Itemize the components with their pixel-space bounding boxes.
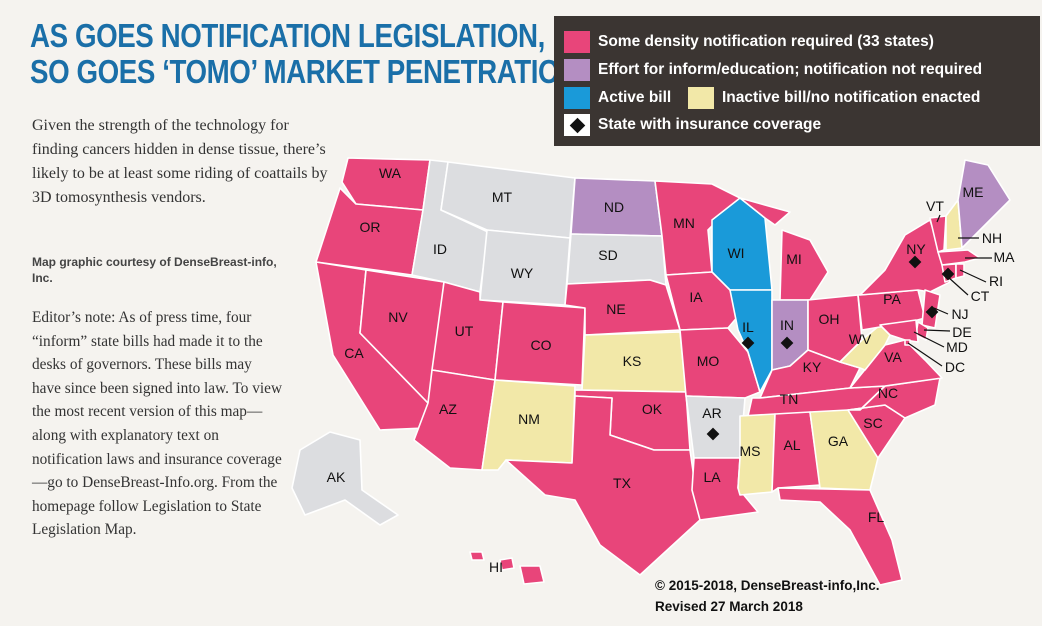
state-ga[interactable] [809, 409, 879, 491]
state-label-oh: OH [819, 311, 840, 327]
legend-item-active: Active bill [564, 87, 671, 109]
state-label-nh: NH [982, 230, 1002, 246]
state-label-nj: NJ [951, 306, 968, 322]
state-ne[interactable] [564, 279, 681, 336]
state-label-vt: VT [926, 198, 944, 214]
diamond-icon [564, 114, 590, 136]
state-label-az: AZ [439, 401, 457, 417]
state-label-id: ID [433, 241, 447, 257]
state-label-mo: MO [697, 353, 720, 369]
state-label-ak: AK [327, 469, 346, 485]
state-ak[interactable] [291, 431, 399, 526]
state-mi[interactable] [739, 197, 829, 301]
state-label-fl: FL [868, 509, 885, 525]
legend-label-active: Active bill [598, 89, 672, 106]
state-label-mt: MT [492, 189, 513, 205]
legend-item-inform: Effort for inform/education; notificatio… [564, 59, 982, 81]
legend-swatch-inform [564, 59, 590, 81]
state-label-wv: WV [849, 331, 872, 347]
legend-swatch-active [564, 87, 590, 109]
state-label-hi: HI [489, 559, 503, 575]
legend-item-inactive: Inactive bill/no notification enacted [688, 87, 980, 109]
state-label-mi: MI [786, 251, 802, 267]
state-tx[interactable] [505, 395, 701, 576]
legend-swatch-notification [564, 31, 590, 53]
state-label-tn: TN [780, 391, 799, 407]
legend-label-notification: Some density notification required (33 s… [598, 33, 934, 50]
state-label-ct: CT [971, 288, 990, 304]
state-vt[interactable] [929, 215, 947, 253]
legend-item-insurance: State with insurance coverage [564, 114, 821, 136]
state-label-ga: GA [828, 433, 849, 449]
headline-line-1: AS GOES NOTIFICATION LEGISLATION, [30, 17, 545, 54]
state-label-md: MD [946, 339, 968, 355]
state-label-tx: TX [613, 475, 632, 491]
state-ma[interactable] [937, 249, 981, 266]
headline-line-2: SO GOES ‘TOMO’ MARKET PENETRATION? [30, 53, 596, 90]
state-mn[interactable] [654, 180, 741, 276]
legend-label-inform: Effort for inform/education; notificatio… [598, 61, 983, 78]
state-label-ks: KS [623, 353, 642, 369]
state-label-sc: SC [863, 415, 882, 431]
state-label-or: OR [360, 219, 381, 235]
state-al[interactable] [771, 411, 821, 493]
state-label-ny: NY [906, 241, 926, 257]
state-label-nc: NC [878, 385, 898, 401]
state-label-co: CO [531, 337, 552, 353]
state-label-ar: AR [702, 405, 721, 421]
leader-lines [907, 214, 992, 367]
intro-text: Given the strength of the technology for… [32, 117, 328, 206]
state-label-wa: WA [379, 165, 402, 181]
state-label-il: IL [742, 319, 754, 335]
state-label-ms: MS [740, 443, 761, 459]
state-label-nm: NM [518, 411, 540, 427]
legend-item-notification: Some density notification required (33 s… [564, 31, 934, 53]
state-label-ky: KY [803, 359, 822, 375]
state-label-ri: RI [989, 273, 1003, 289]
legend-label-insurance: State with insurance coverage [598, 116, 822, 133]
legend: Some density notification required (33 s… [554, 16, 1040, 146]
state-label-de: DE [952, 324, 971, 340]
copyright-line-2: Revised 27 March 2018 [655, 599, 803, 614]
state-label-nv: NV [388, 309, 408, 325]
state-me[interactable] [957, 159, 1011, 249]
copyright: © 2015-2018, DenseBreast-info,Inc. Revis… [655, 575, 880, 617]
state-label-sd: SD [598, 247, 617, 263]
state-label-va: VA [884, 349, 902, 365]
state-wv[interactable] [839, 324, 891, 371]
state-label-ma: MA [994, 249, 1016, 265]
legend-swatch-inactive [688, 87, 714, 109]
legend-label-inactive: Inactive bill/no notification enacted [722, 89, 981, 106]
state-label-wi: WI [727, 245, 744, 261]
state-label-ne: NE [606, 301, 625, 317]
state-label-ok: OK [642, 401, 663, 417]
state-hi[interactable] [469, 551, 545, 585]
state-label-nd: ND [604, 199, 624, 215]
editors-note: Editor’s note: As of press time, four “i… [32, 309, 282, 539]
state-labels: WA OR CA NV ID MT WY UT AZ CO NM ND SD NE KS OK TX MN IA MO… [327, 165, 1016, 575]
state-fl[interactable] [777, 487, 903, 586]
state-label-wy: WY [511, 265, 534, 281]
state-label-pa: PA [883, 291, 901, 307]
state-label-ia: IA [689, 289, 703, 305]
state-label-mn: MN [673, 215, 695, 231]
headline: AS GOES NOTIFICATION LEGISLATION, SO GOE… [30, 17, 596, 90]
map-credit: Map graphic courtesy of DenseBreast-info… [32, 255, 277, 285]
state-ri[interactable] [955, 263, 965, 279]
copyright-line-1: © 2015-2018, DenseBreast-info,Inc. [655, 578, 880, 593]
state-label-dc: DC [945, 359, 965, 375]
state-label-al: AL [783, 437, 800, 453]
state-label-me: ME [963, 184, 984, 200]
state-label-in: IN [780, 317, 794, 333]
state-label-la: LA [703, 469, 721, 485]
state-label-ca: CA [344, 345, 364, 361]
state-label-ut: UT [455, 323, 474, 339]
state-md[interactable] [879, 319, 919, 343]
